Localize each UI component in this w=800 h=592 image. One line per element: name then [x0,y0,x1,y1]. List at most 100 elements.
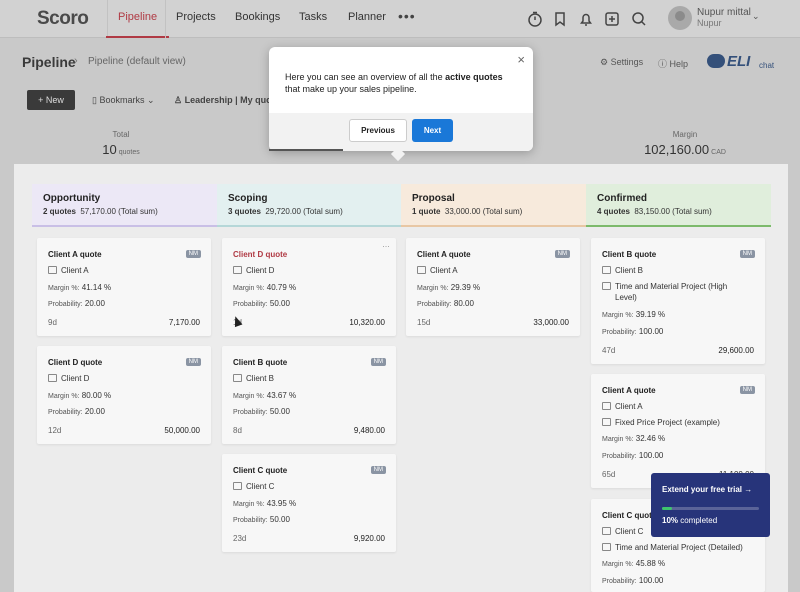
card-title[interactable]: Client B quote [233,358,288,367]
column-count: 3 quotes [228,207,261,216]
nav-projects[interactable]: Projects [176,11,216,23]
trial-title[interactable]: Extend your free trial → [662,485,753,494]
user-name[interactable]: Nupur mittal [697,7,751,18]
quote-card[interactable]: Client D quote … Client D Margin %: 40.7… [222,238,396,336]
nav-planner[interactable]: Planner [348,11,386,23]
new-button[interactable]: + New [27,90,75,110]
project-folder-icon [602,418,611,426]
project-name[interactable]: Fixed Price Project (example) [615,418,720,427]
client-name[interactable]: Client A [61,266,89,275]
probability-label: Probability: [48,301,83,308]
add-icon[interactable] [603,10,621,28]
close-icon[interactable]: × [517,52,525,67]
card-title[interactable]: Client D quote [233,250,288,259]
owner-badge: NM [554,250,570,258]
free-trial-widget[interactable]: Extend your free trial → 10% completed [651,473,770,537]
client-name[interactable]: Client B [615,266,644,275]
quote-card[interactable]: Client C quote NM Client C Margin %: 43.… [222,454,396,552]
client-icon [233,482,242,490]
quote-card[interactable]: Client A quote NM Client A Margin %: 41.… [37,238,211,336]
client-row: Client A [417,266,458,275]
more-icon[interactable]: ••• [398,8,416,24]
client-name[interactable]: Client C [246,482,275,491]
probability-row: Probability: 100.00 [602,576,663,585]
column-sum: 33,000.00 (Total sum) [444,207,523,216]
timer-icon[interactable] [526,10,544,28]
margin-value: 102,160.00 CAD [630,142,740,157]
card-title[interactable]: Client C quote [233,466,288,475]
next-button[interactable]: Next [412,119,453,142]
bookmarks-dropdown[interactable]: ▯ Bookmarks ⌄ [92,95,155,105]
client-name[interactable]: Client C [615,527,644,536]
client-icon [602,527,611,535]
previous-button[interactable]: Previous [349,119,407,142]
scoro-logo[interactable]: Scoro [37,8,89,29]
nav-tasks[interactable]: Tasks [299,11,328,23]
probability-row: Probability: 100.00 [602,451,663,460]
quote-card[interactable]: Client B quote NM Client B Margin %: 43.… [222,346,396,444]
search-icon[interactable] [630,10,648,28]
project-name[interactable]: Time and Material Project (High Level) [615,282,728,302]
trial-progress-text: 10% completed [662,516,717,525]
quote-card[interactable]: Client D quote NM Client D Margin %: 80.… [37,346,211,444]
help-label: Help [669,59,689,69]
card-title[interactable]: Client A quote [48,250,102,259]
quote-card[interactable]: Client A quote NM Client A Fixed Price P… [591,374,765,488]
popover-footer: Previous Next [269,113,533,151]
quote-card[interactable]: Client A quote NM Client A Margin %: 29.… [406,238,580,336]
project-row: Time and Material Project (High Level) [602,281,752,303]
filter-dropdown[interactable]: ♙ Leadership | My quo [174,95,272,106]
nav-pipeline[interactable]: Pipeline [105,11,170,38]
project-row: Time and Material Project (Detailed) [602,543,743,552]
summary-bar: Total 10 quotes Margin 102,160.00 CAD [0,120,800,164]
client-name[interactable]: Client D [246,266,275,275]
chevron-down-icon[interactable]: ⌄ [752,11,760,21]
client-name[interactable]: Client D [61,374,90,383]
margin-row: Margin %: 43.67 % [233,391,296,400]
quote-card[interactable]: Client B quote NM Client B Time and Mate… [591,238,765,364]
card-menu-icon[interactable]: … [382,240,390,249]
probability-label: Probability: [417,301,452,308]
client-name[interactable]: Client A [430,266,458,275]
client-icon [417,266,426,274]
probability-row: Probability: 80.00 [417,299,474,308]
bell-icon[interactable] [577,10,595,28]
client-row: Client C [233,482,274,491]
margin-label: Margin %: [233,285,265,292]
column-sum: 57,170.00 (Total sum) [80,207,158,216]
avatar[interactable] [668,6,692,30]
probability-value: 100.00 [638,576,664,585]
user-company: Nupur [697,18,722,28]
card-age: 9d [48,318,57,327]
card-title[interactable]: Client D quote [48,358,103,367]
view-selector[interactable]: Pipeline (default view) [88,56,186,67]
probability-value: 80.00 [453,299,474,308]
probability-label: Probability: [602,329,637,336]
margin-row: Margin %: 41.14 % [48,283,111,292]
column-count: 2 quotes [43,207,76,216]
margin-label: Margin %: [233,501,265,508]
column-sum: 83,150.00 (Total sum) [634,207,712,216]
client-name[interactable]: Client B [246,374,275,383]
owner-badge: NM [185,250,201,258]
help-link[interactable]: ⓘ Help [658,57,688,70]
card-title[interactable]: Client B quote [602,250,657,259]
owner-badge: NM [370,358,386,366]
card-title[interactable]: Client A quote [417,250,471,259]
client-icon [48,374,57,382]
nav-bookings[interactable]: Bookings [235,11,281,23]
column-title: Confirmed [597,193,647,204]
card-title[interactable]: Client C quote [602,511,657,520]
margin-value: 39.19 % [635,310,666,319]
eli-chat-button[interactable]: ELI chat [707,53,777,73]
total-label: Total [112,130,130,139]
bookmark-icon[interactable] [551,10,569,28]
card-title[interactable]: Client A quote [602,386,656,395]
client-row: Client A [48,266,89,275]
settings-link[interactable]: ⚙ Settings [600,57,643,68]
client-name[interactable]: Client A [615,402,643,411]
project-name[interactable]: Time and Material Project (Detailed) [615,543,743,552]
client-icon [233,266,242,274]
nav-divider [107,0,108,38]
card-amount: 50,000.00 [164,426,200,435]
